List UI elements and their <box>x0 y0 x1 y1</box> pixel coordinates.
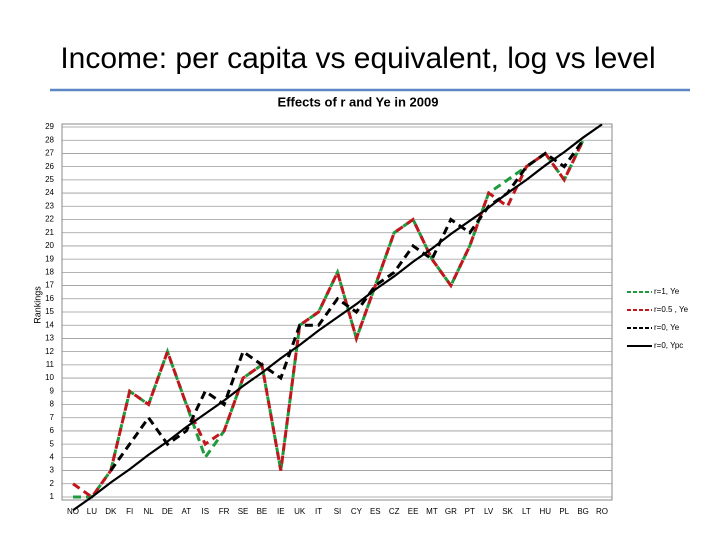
y-tick-label: 29 <box>45 122 54 131</box>
x-tick-label: SE <box>238 507 249 516</box>
x-tick-label: PT <box>465 507 475 516</box>
x-tick-label: RO <box>596 507 608 516</box>
chart-subtitle: Effects of r and Ye in 2009 <box>278 94 439 109</box>
legend-label: r=0, Ye <box>654 323 680 332</box>
y-tick-label: 28 <box>45 135 54 144</box>
y-tick-label: 14 <box>45 320 54 329</box>
x-tick-label: IE <box>277 507 285 516</box>
y-tick-label: 10 <box>45 373 54 382</box>
x-tick-label: BG <box>577 507 589 516</box>
x-tick-label: NO <box>67 507 79 516</box>
series-line <box>72 123 603 512</box>
y-tick-label: 26 <box>45 162 54 171</box>
y-tick-label: 8 <box>50 400 55 409</box>
x-tick-label: FI <box>126 507 133 516</box>
x-tick-label: DK <box>105 507 117 516</box>
x-tick-label: HU <box>540 507 552 516</box>
x-tick-label: PL <box>559 507 569 516</box>
y-tick-label: 1 <box>50 492 55 501</box>
x-tick-label: LT <box>522 507 531 516</box>
legend-label: r=0, Ypc <box>654 341 683 350</box>
x-tick-label: LU <box>87 507 97 516</box>
y-tick-label: 13 <box>45 334 54 343</box>
y-tick-label: 20 <box>45 241 54 250</box>
y-tick-label: 25 <box>45 175 54 184</box>
x-tick-label: GR <box>445 507 457 516</box>
y-tick-label: 18 <box>45 267 54 276</box>
legend-label: r=1, Ye <box>654 287 680 296</box>
x-tick-label: SI <box>334 507 342 516</box>
x-tick-label: IS <box>201 507 209 516</box>
x-tick-label: EE <box>408 507 419 516</box>
y-tick-label: 12 <box>45 347 54 356</box>
x-tick-label: ES <box>370 507 381 516</box>
x-tick-label: AT <box>182 507 192 516</box>
y-tick-label: 19 <box>45 254 54 263</box>
y-tick-label: 27 <box>45 149 54 158</box>
x-tick-label: MT <box>426 507 438 516</box>
y-tick-label: 17 <box>45 281 54 290</box>
y-tick-label: 9 <box>50 386 55 395</box>
y-tick-label: 2 <box>50 479 55 488</box>
x-tick-label: DE <box>162 507 173 516</box>
y-axis-label: Rankings <box>32 286 42 324</box>
y-tick-label: 15 <box>45 307 54 316</box>
x-tick-label: CY <box>351 507 363 516</box>
y-tick-label: 5 <box>50 439 55 448</box>
chart-title: Income: per capita vs equivalent, log vs… <box>60 42 655 75</box>
x-tick-label: BE <box>257 507 268 516</box>
y-tick-label: 22 <box>45 215 54 224</box>
y-tick-label: 24 <box>45 188 54 197</box>
x-tick-label: IT <box>315 507 322 516</box>
y-tick-label: 16 <box>45 294 54 303</box>
x-tick-label: CZ <box>389 507 400 516</box>
y-tick-label: 7 <box>50 413 55 422</box>
x-tick-label: UK <box>294 507 306 516</box>
x-tick-label: SK <box>502 507 513 516</box>
legend-label: r=0.5 , Ye <box>654 305 689 314</box>
y-tick-label: 21 <box>45 228 54 237</box>
y-tick-label: 6 <box>50 426 55 435</box>
x-tick-label: LV <box>484 507 494 516</box>
y-tick-label: 11 <box>46 360 55 369</box>
x-tick-label: FR <box>219 507 230 516</box>
y-tick-label: 4 <box>50 452 55 461</box>
x-tick-label: NL <box>143 507 154 516</box>
y-tick-label: 3 <box>50 466 55 475</box>
y-tick-label: 23 <box>45 201 54 210</box>
